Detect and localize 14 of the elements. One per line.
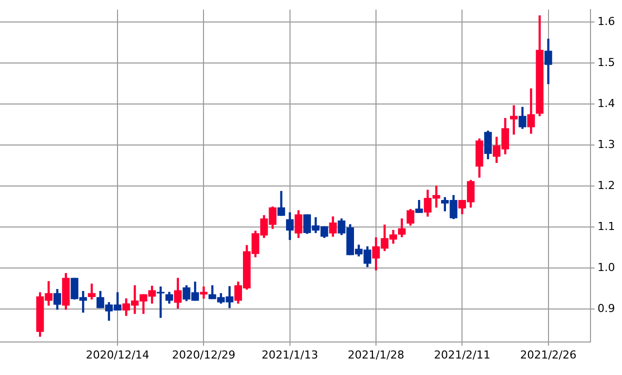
x-tick-label: 2021/2/26 xyxy=(520,348,576,362)
y-tick-label: 1.0 xyxy=(598,260,616,274)
y-tick-label: 1.4 xyxy=(598,96,616,110)
y-tick-label: 1.5 xyxy=(598,56,616,69)
y-tick-label: 0.9 xyxy=(598,302,616,315)
x-tick-label: 2020/12/29 xyxy=(172,348,236,362)
y-tick-label: 1.6 xyxy=(598,14,616,28)
y-tick-label: 1.3 xyxy=(598,138,616,151)
x-tick-label: 2021/2/11 xyxy=(434,348,490,362)
y-tick-label: 1.2 xyxy=(598,178,616,192)
x-tick-label: 2020/12/14 xyxy=(86,348,150,362)
y-tick-label: 1.1 xyxy=(598,220,616,233)
x-tick-label: 2021/1/13 xyxy=(262,348,318,362)
x-tick-label: 2021/1/28 xyxy=(348,348,404,362)
